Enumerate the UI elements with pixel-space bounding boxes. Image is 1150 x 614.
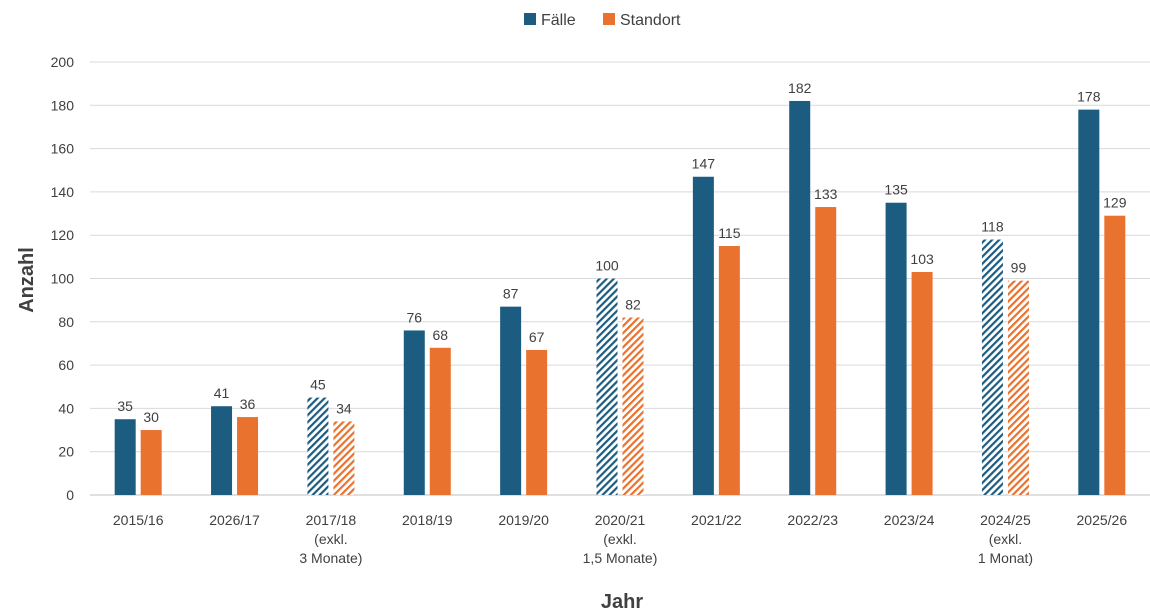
x-axis-ticks: 2015/16 2026/17 2017/18 (exkl. 3 Monate) 2018… xyxy=(113,512,1127,566)
data-label-standort: 129 xyxy=(1103,195,1127,211)
data-label-faelle: 45 xyxy=(310,377,326,393)
bar-faelle xyxy=(307,397,329,495)
data-label-standort: 67 xyxy=(529,329,545,345)
y-tick-label: 180 xyxy=(51,97,75,113)
bar-faelle xyxy=(596,278,618,495)
x-tick-label: 2015/16 xyxy=(113,512,164,528)
x-tick-label: 2026/17 xyxy=(209,512,260,528)
data-label-faelle: 182 xyxy=(788,80,812,96)
bar-faelle xyxy=(1078,109,1100,495)
bar-standort xyxy=(815,207,837,495)
legend-swatch-faelle xyxy=(524,13,536,25)
gridlines xyxy=(90,61,1150,496)
y-tick-label: 80 xyxy=(58,314,74,330)
data-label-faelle: 100 xyxy=(595,258,619,274)
bar-standort xyxy=(1104,215,1126,495)
y-tick-label: 200 xyxy=(51,54,75,70)
x-tick-label: 2019/20 xyxy=(498,512,549,528)
legend: Fälle Standort xyxy=(524,12,681,29)
y-tick-label: 140 xyxy=(51,184,75,200)
bar-faelle xyxy=(500,306,522,495)
data-label-standort: 36 xyxy=(240,396,256,412)
bar-standort xyxy=(526,349,548,495)
x-tick-label: 2021/22 xyxy=(691,512,742,528)
y-tick-label: 120 xyxy=(51,227,75,243)
bar-faelle xyxy=(885,202,907,495)
bar-standort xyxy=(1007,280,1029,495)
bar-faelle xyxy=(981,239,1003,495)
x-tick-label: 2017/18 (exkl. 3 Monate) xyxy=(299,512,362,566)
bars xyxy=(114,100,1126,495)
x-tick-label: 2018/19 xyxy=(402,512,453,528)
y-tick-label: 60 xyxy=(58,357,74,373)
bar-faelle xyxy=(789,100,811,495)
data-label-faelle: 41 xyxy=(214,385,230,401)
data-labels: 35 30 41 36 45 34 76 68 87 67 100 82 147 115 182 133 135… xyxy=(117,80,1126,425)
x-tick-label: 2022/23 xyxy=(787,512,838,528)
bar-standort xyxy=(237,417,259,495)
data-label-standort: 30 xyxy=(143,409,159,425)
data-label-standort: 115 xyxy=(718,225,741,241)
data-label-faelle: 178 xyxy=(1077,89,1101,105)
bar-faelle xyxy=(692,176,714,495)
bar-standort xyxy=(622,317,644,495)
legend-label-standort: Standort xyxy=(620,12,681,29)
y-tick-label: 0 xyxy=(66,487,74,503)
data-label-standort: 68 xyxy=(432,327,448,343)
bar-faelle xyxy=(403,330,425,495)
data-label-standort: 82 xyxy=(625,296,641,312)
y-tick-label: 160 xyxy=(51,141,75,157)
bar-standort xyxy=(333,421,355,495)
y-axis-title: Anzahl xyxy=(16,247,38,313)
data-label-faelle: 118 xyxy=(981,219,1004,235)
data-label-faelle: 147 xyxy=(692,156,716,172)
bar-standort xyxy=(140,430,162,495)
data-label-faelle: 76 xyxy=(406,309,422,325)
data-label-standort: 99 xyxy=(1011,260,1027,276)
y-tick-label: 40 xyxy=(58,400,74,416)
bar-standort xyxy=(718,246,740,495)
x-tick-label: 2024/25 (exkl. 1 Monat) xyxy=(978,512,1033,566)
bar-faelle xyxy=(114,419,136,495)
data-label-faelle: 87 xyxy=(503,286,519,302)
y-axis-ticks: 0 20 40 60 80 100 120 140 160 180 200 xyxy=(51,54,75,503)
data-label-faelle: 35 xyxy=(117,398,133,414)
bar-standort xyxy=(429,347,451,495)
x-tick-label: 2020/21 (exkl. 1,5 Monate) xyxy=(583,512,658,566)
data-label-faelle: 135 xyxy=(884,182,908,198)
legend-label-faelle: Fälle xyxy=(541,12,576,29)
x-tick-label: 2025/26 xyxy=(1077,512,1128,528)
x-tick-label: 2023/24 xyxy=(884,512,935,528)
bar-faelle xyxy=(211,406,233,495)
data-label-standort: 34 xyxy=(336,400,352,416)
y-tick-label: 100 xyxy=(51,271,75,287)
bar-standort xyxy=(911,272,933,495)
data-label-standort: 133 xyxy=(814,186,838,202)
x-axis-title: Jahr xyxy=(601,591,643,613)
legend-swatch-standort xyxy=(603,13,615,25)
y-tick-label: 20 xyxy=(58,444,74,460)
data-label-standort: 103 xyxy=(910,251,934,267)
